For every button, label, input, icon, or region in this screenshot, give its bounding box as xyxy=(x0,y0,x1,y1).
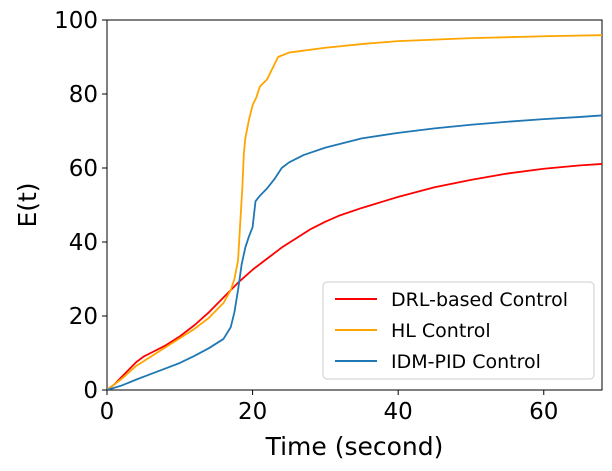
y-tick-label: 20 xyxy=(69,304,98,330)
ticks-layer: 0 20 40 60 0 20 40 60 80 100 xyxy=(54,8,558,425)
axes-frame xyxy=(106,19,603,391)
legend-label-2: IDM-PID Control xyxy=(391,351,541,373)
y-tick-label: 40 xyxy=(69,230,98,256)
series-line-0 xyxy=(107,163,602,390)
y-tick-label: 60 xyxy=(69,156,98,182)
x-tick-label: 0 xyxy=(100,399,115,425)
legend-label-0: DRL-based Control xyxy=(391,289,568,311)
series-line-1 xyxy=(107,34,602,390)
x-tick-label: 20 xyxy=(238,399,267,425)
legend-box xyxy=(322,281,595,380)
y-tick-label: 100 xyxy=(54,8,98,34)
series-line-2 xyxy=(107,114,602,390)
legend: DRL-based Control HL Control IDM-PID Contr… xyxy=(322,281,595,380)
x-tick-label: 60 xyxy=(529,399,558,425)
series-layer xyxy=(107,34,602,390)
plot-area-frame xyxy=(106,19,603,391)
y-tick-label: 0 xyxy=(83,378,98,404)
y-axis-label: E(t) xyxy=(13,182,42,227)
y-tick-label: 80 xyxy=(69,82,98,108)
x-axis-label: Time (second) xyxy=(265,432,444,461)
legend-label-1: HL Control xyxy=(391,320,491,342)
x-tick-label: 40 xyxy=(384,399,413,425)
